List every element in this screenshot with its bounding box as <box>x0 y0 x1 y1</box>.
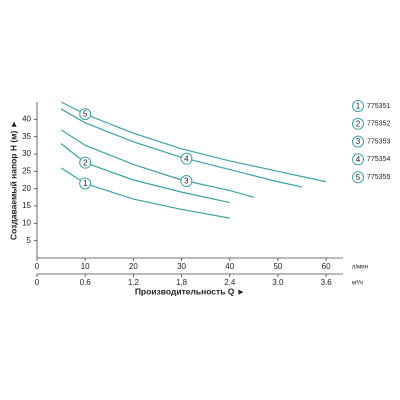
y-tick-label: 15 <box>22 201 31 210</box>
x2-tick-label: 1.8 <box>176 278 188 287</box>
x2-tick-label: 2.4 <box>224 278 236 287</box>
legend-label: 775355 <box>367 174 390 181</box>
legend-label: 775351 <box>367 103 390 110</box>
curve-marker <box>79 108 92 121</box>
legend-id: 3 <box>356 137 361 146</box>
legend-marker <box>352 153 364 166</box>
curve-marker-label: 5 <box>83 110 88 119</box>
curve-marker <box>79 177 92 190</box>
x-tick-label: 0 <box>35 262 40 271</box>
legend-id: 2 <box>356 119 361 128</box>
x-tick-label: 10 <box>81 262 90 271</box>
legend-label: 775353 <box>367 138 390 145</box>
legend-marker <box>352 135 364 148</box>
legend-id: 4 <box>356 155 361 164</box>
x-tick-label: 60 <box>322 262 331 271</box>
y-tick-label: 30 <box>22 149 31 158</box>
curve-marker <box>180 175 193 188</box>
legend-marker <box>352 171 364 184</box>
x2-unit: м³/ч <box>352 281 363 287</box>
curve-marker-label: 2 <box>83 158 88 167</box>
x-axis-label: Производительность Q ► <box>135 286 245 296</box>
curve-marker <box>180 152 193 165</box>
legend-marker <box>352 117 364 130</box>
legend-id: 1 <box>356 102 361 111</box>
series-line <box>60 143 230 204</box>
x2-tick-label: 0 <box>35 278 40 287</box>
x-unit: л/мин <box>352 265 368 271</box>
x-tick-label: 20 <box>129 262 138 271</box>
curve-marker-label: 1 <box>83 179 88 188</box>
y-tick-label: 5 <box>27 236 32 245</box>
legend-label: 775352 <box>367 121 390 128</box>
curve-marker <box>79 156 92 169</box>
curve-marker-label: 4 <box>184 154 189 163</box>
y-tick-label: 25 <box>22 166 31 175</box>
x2-tick-label: 1.2 <box>128 278 140 287</box>
legend-id: 5 <box>356 173 361 182</box>
y-tick-label: 35 <box>22 132 31 141</box>
y-tick-label: 10 <box>22 218 31 227</box>
legend-marker <box>352 100 364 112</box>
series-line <box>60 167 230 219</box>
legend-label: 775354 <box>367 156 390 163</box>
x-tick-label: 30 <box>177 262 186 271</box>
series-line <box>60 101 327 183</box>
x-tick-label: 50 <box>273 262 282 271</box>
x-tick-label: 40 <box>225 262 234 271</box>
series-line <box>60 108 303 188</box>
y-tick-label: 40 <box>22 114 31 123</box>
series-line <box>60 129 255 198</box>
y-axis-label: Создаваемый напор H (м) ► <box>8 120 18 240</box>
curve-marker-label: 3 <box>184 177 189 186</box>
x2-tick-label: 3.0 <box>272 278 284 287</box>
x2-tick-label: 3.6 <box>321 278 333 287</box>
x2-tick-label: 0.6 <box>80 278 92 287</box>
y-tick-label: 20 <box>22 184 31 193</box>
